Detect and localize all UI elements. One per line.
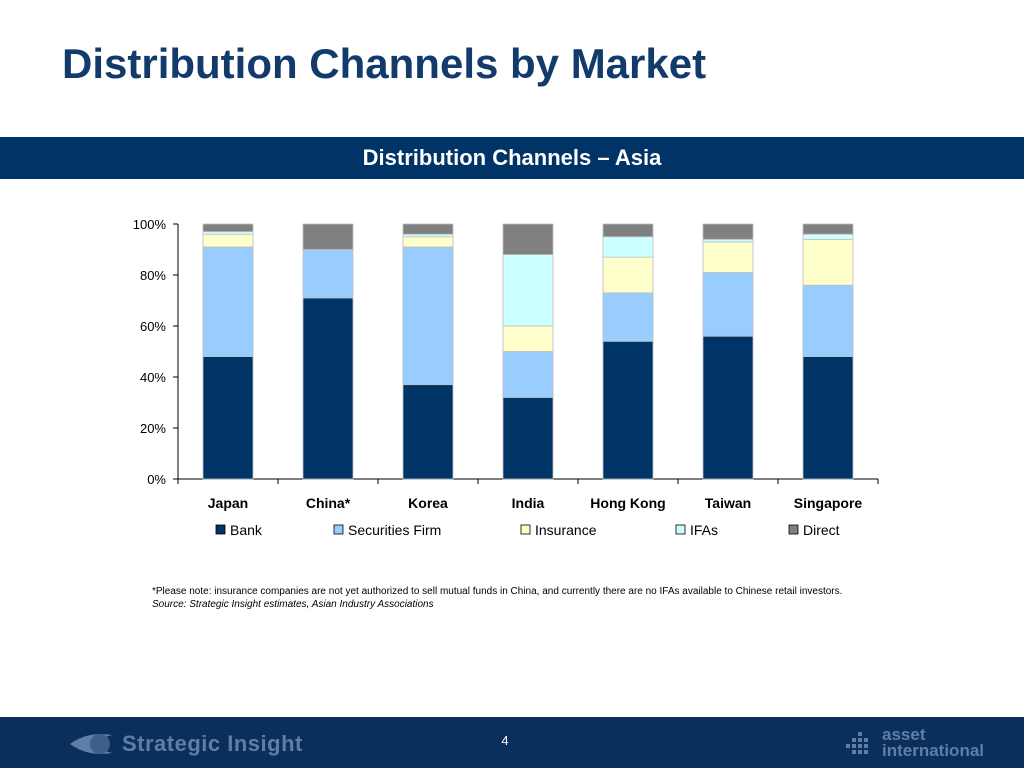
bar-segment-direct	[202, 223, 254, 233]
y-tick-label: 100%	[133, 217, 167, 232]
source-text: Source: Strategic Insight estimates, Asi…	[152, 599, 434, 610]
x-tick-label: Singapore	[794, 495, 863, 511]
legend-swatch	[675, 524, 686, 535]
bar-segment-bank	[302, 297, 354, 480]
bar-segment-securities-firm	[702, 272, 754, 337]
strategic-insight-logo: Strategic Insight	[68, 729, 303, 759]
asset-international-logo: asset international	[842, 725, 984, 761]
legend-swatch	[333, 524, 344, 535]
bar-segment-direct	[702, 223, 754, 240]
legend-label: Insurance	[535, 522, 597, 538]
bar-segment-bank	[702, 335, 754, 480]
bar-segment-direct	[602, 223, 654, 238]
legend-label: IFAs	[690, 522, 718, 538]
swoosh-logo-icon	[70, 734, 112, 754]
bar-segment-bank	[602, 340, 654, 480]
bar-segment-bank	[202, 356, 254, 480]
grid-logo-icon	[846, 732, 868, 754]
footer-bar: Strategic Insight 4 asset international	[0, 717, 1024, 768]
bar-segment-insurance	[502, 325, 554, 352]
legend-label: Direct	[803, 522, 840, 538]
y-tick-label: 80%	[140, 268, 166, 283]
bar-segment-ifas	[802, 233, 854, 240]
bar-segment-direct	[802, 223, 854, 235]
legend-label: Securities Firm	[348, 522, 441, 538]
bar-segment-insurance	[802, 238, 854, 286]
slide-title: Distribution Channels by Market	[62, 40, 707, 87]
bar-segment-securities-firm	[202, 246, 254, 357]
right-brand-name: asset international	[882, 725, 985, 760]
page-number: 4	[501, 733, 509, 748]
x-tick-label: Japan	[208, 495, 248, 511]
x-tick-label: India	[512, 495, 545, 511]
legend-swatch	[215, 524, 226, 535]
bar-segment-securities-firm	[302, 249, 354, 299]
bar-segment-bank	[402, 384, 454, 480]
left-brand-name: Strategic Insight	[122, 731, 303, 756]
bar-segment-bank	[502, 396, 554, 480]
bar-segment-bank	[802, 356, 854, 480]
bar-segment-insurance	[402, 236, 454, 248]
x-tick-label: Hong Kong	[590, 495, 665, 511]
bar-segment-securities-firm	[402, 246, 454, 386]
y-tick-label: 60%	[140, 319, 166, 334]
footnote-text: *Please note: insurance companies are no…	[152, 586, 843, 597]
x-tick-label: Korea	[408, 495, 448, 511]
stacked-bar-chart: 0% 20% 40% 60% 80% 100% Japan China* Korea India H…	[133, 217, 879, 538]
bar-segment-securities-firm	[502, 351, 554, 398]
bar-segment-securities-firm	[802, 284, 854, 358]
bar-segment-direct	[502, 223, 554, 256]
chart-title: Distribution Channels – Asia	[362, 145, 662, 170]
x-tick-label: Taiwan	[705, 495, 751, 511]
bar-segment-ifas	[502, 254, 554, 327]
bar-segment-insurance	[202, 233, 254, 248]
bar-segment-ifas	[602, 236, 654, 258]
x-tick-label: China*	[306, 495, 351, 511]
section-band: Distribution Channels – Asia	[0, 137, 1024, 179]
bar-segment-insurance	[602, 256, 654, 294]
legend-label: Bank	[230, 522, 263, 538]
bar-segment-direct	[402, 223, 454, 235]
bar-segment-direct	[302, 223, 354, 250]
legend-swatch	[520, 524, 531, 535]
y-tick-label: 20%	[140, 421, 166, 436]
legend-swatch	[788, 524, 799, 535]
footnote: *Please note: insurance companies are no…	[152, 585, 882, 611]
bar-segment-insurance	[702, 241, 754, 273]
bar-segment-securities-firm	[602, 292, 654, 342]
y-tick-label: 40%	[140, 370, 166, 385]
y-tick-label: 0%	[147, 472, 166, 487]
